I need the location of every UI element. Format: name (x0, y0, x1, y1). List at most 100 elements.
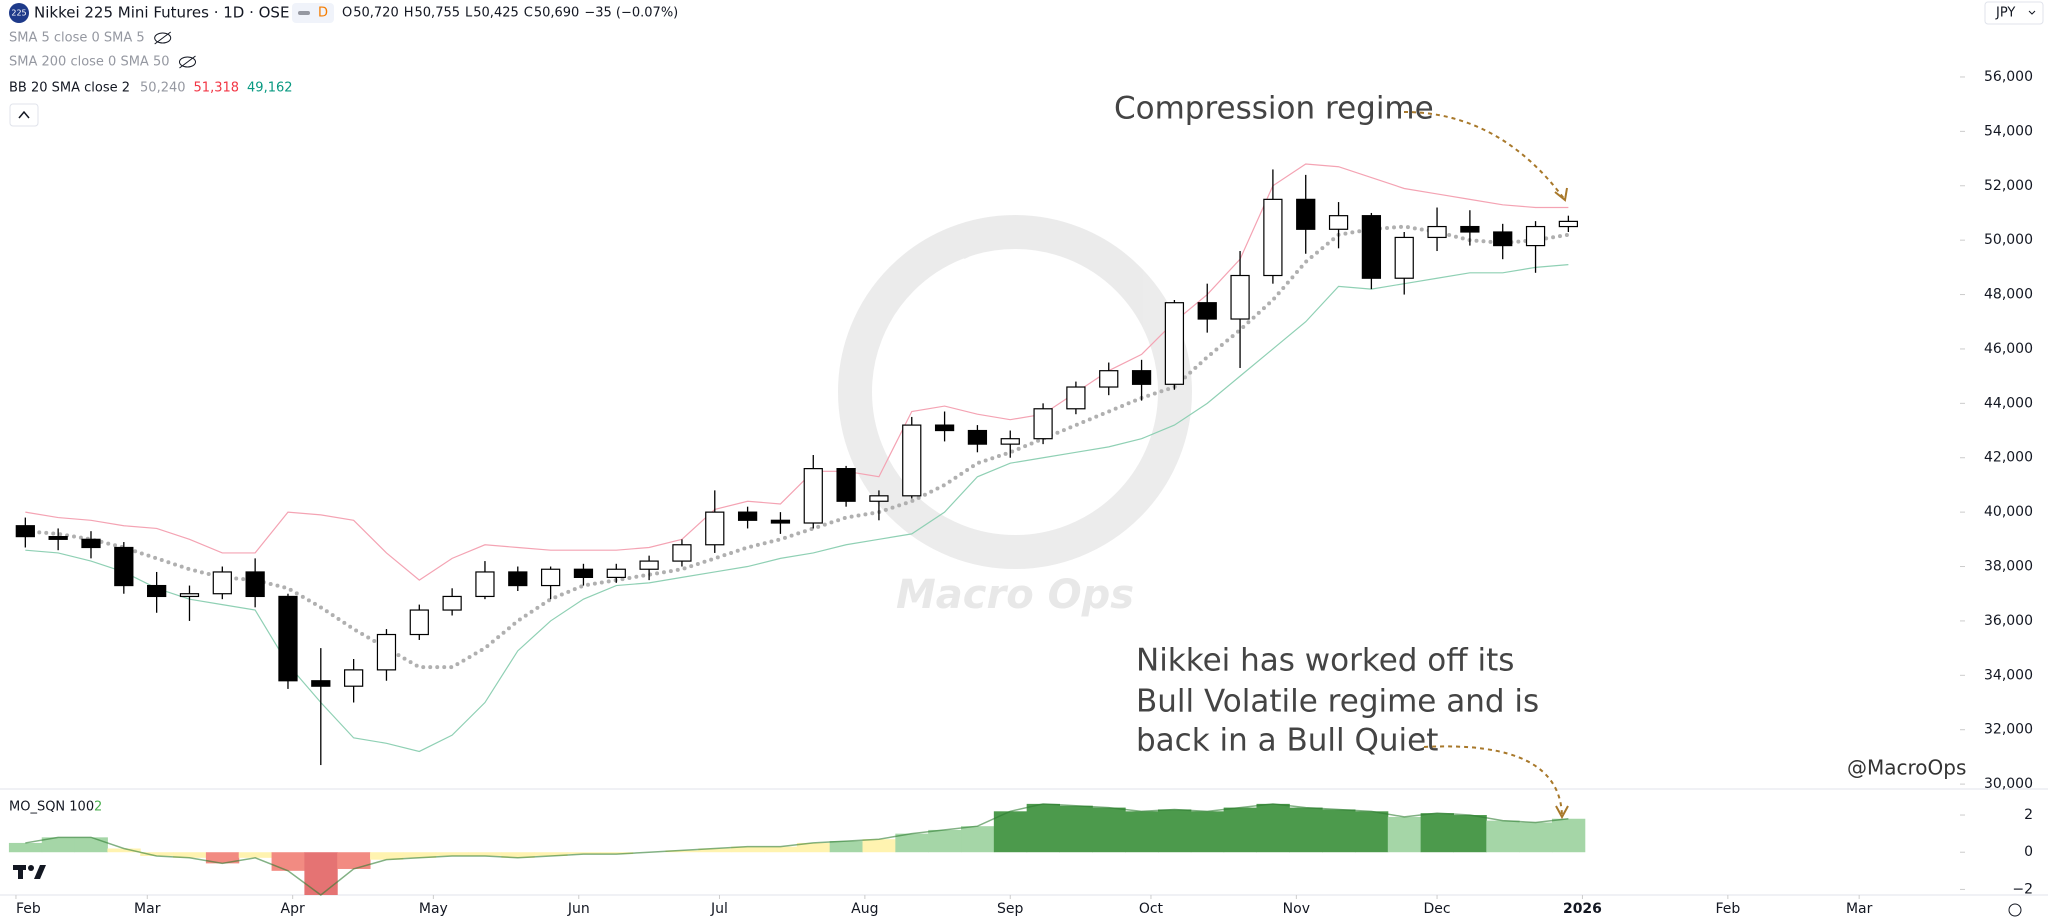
sqn-area (1190, 811, 1225, 853)
sqn-area (1551, 818, 1586, 853)
ohlc-value: 50,755 (415, 6, 461, 21)
candle-body (1525, 225, 1546, 247)
collapse-button[interactable] (9, 103, 39, 127)
candle-body (311, 680, 331, 687)
sqn-area (1125, 811, 1159, 853)
plots: 30,000 32,000 34,000 36,000 38,000 40,000 42,0… (8, 69, 2033, 917)
sqn-area (1026, 803, 1060, 853)
x-tick-label: Oct (1139, 901, 1164, 917)
sqn-area (567, 852, 601, 855)
y-tick-label: 36,000 (1984, 613, 2033, 629)
y-tick-label: 32,000 (1984, 722, 2033, 738)
candle-body (1230, 274, 1250, 320)
sqn-area (1059, 805, 1093, 853)
sqn-area (599, 852, 634, 855)
candle-body (1493, 231, 1513, 247)
sqn-area (1387, 816, 1422, 853)
candle-body (179, 593, 200, 598)
y-tick-label: 56,000 (1984, 69, 2033, 85)
candle-body (836, 468, 856, 502)
collapse-icon (18, 110, 30, 119)
annotation-line: Bull Volatile regime and is (1136, 684, 1539, 720)
arrow-head (1555, 805, 1569, 820)
sqn-area (1092, 807, 1126, 853)
candle-body (1197, 302, 1217, 320)
currency[interactable]: JPY (1995, 6, 2015, 21)
sqn-area (961, 826, 995, 853)
annotation-line: back in a Bull Quiet (1136, 723, 1438, 759)
y-tick-label: −2 (2012, 881, 2033, 897)
sqn-area (534, 852, 568, 856)
x-tick-label: Feb (1715, 901, 1740, 917)
symbol-title[interactable]: Nikkei 225 Mini Futures · 1D · OSE (34, 4, 289, 22)
candle-body (508, 571, 528, 587)
currency-button[interactable] (1984, 1, 2044, 25)
x-tick-label: Feb (16, 901, 41, 917)
y-tick-label: 2 (2024, 807, 2033, 823)
sqn-area (665, 850, 699, 853)
candle-body (639, 560, 659, 570)
y-tick-label: 30,000 (1984, 776, 2033, 792)
candle-body (475, 571, 495, 598)
visibility-icon (179, 56, 196, 68)
y-tick-label: 44,000 (1984, 395, 2033, 411)
candle-body (606, 568, 626, 579)
sqn-area (1420, 813, 1454, 853)
candle-body (114, 546, 134, 587)
candle-body (1131, 370, 1152, 385)
annotation-line: Nikkei has worked off its (1136, 643, 1514, 679)
annotation-arrow (1423, 745, 1563, 817)
sqn-area (862, 839, 896, 853)
y-tick-label: 34,000 (1984, 667, 2033, 683)
indicator-value: 2 (94, 800, 102, 815)
x-tick-label: Mar (1846, 901, 1873, 917)
sqn-area (1486, 820, 1520, 853)
sqn-area (1157, 809, 1192, 853)
sqn-area (435, 852, 470, 856)
candle-body (1033, 408, 1053, 440)
candle-body (245, 571, 265, 598)
sqn-area (1256, 803, 1290, 853)
sqn-area (173, 852, 207, 858)
indicator-name: SMA 200 close 0 SMA 50 (9, 55, 170, 70)
sqn-area (501, 852, 535, 858)
candle-body (1394, 236, 1414, 279)
candle-body (15, 525, 35, 538)
sqn-area (764, 846, 798, 853)
candle-body (1263, 198, 1283, 277)
arrow-head (1554, 187, 1568, 202)
candle-body (409, 609, 429, 636)
candle-body (1164, 302, 1185, 385)
ohlc-key: H (404, 6, 414, 21)
settings-icon[interactable] (2008, 903, 2022, 917)
candle-body (344, 669, 364, 687)
candle-body (1328, 215, 1349, 230)
badge: D (318, 6, 328, 21)
sqn-area (140, 852, 174, 856)
y-tick-label: 38,000 (1984, 559, 2033, 575)
candle-body (967, 429, 988, 445)
candle-body (1296, 198, 1316, 230)
sqn-area (993, 811, 1028, 853)
visibility-slash (154, 31, 171, 45)
annotation-arrow (1403, 111, 1566, 201)
band-line (25, 163, 1569, 581)
annotation: Compression regime (1114, 91, 1434, 127)
sqn-area (304, 852, 338, 895)
symbol-logo (9, 3, 29, 23)
candle-body (1000, 438, 1020, 445)
candle-body (737, 511, 758, 521)
y-tick-label: 46,000 (1984, 341, 2033, 357)
sqn-area (928, 829, 962, 853)
candle-body (540, 568, 561, 587)
indicator-name: BB 20 SMA close 2 (9, 81, 130, 96)
x-tick-label: Aug (851, 901, 878, 917)
ohlc-key: C (524, 6, 533, 21)
x-tick-label: Jun (567, 901, 590, 917)
x-tick-label: Dec (1424, 901, 1451, 917)
y-tick-label: 52,000 (1984, 178, 2033, 194)
badge-icon (298, 11, 310, 15)
sqn-area (698, 848, 732, 853)
